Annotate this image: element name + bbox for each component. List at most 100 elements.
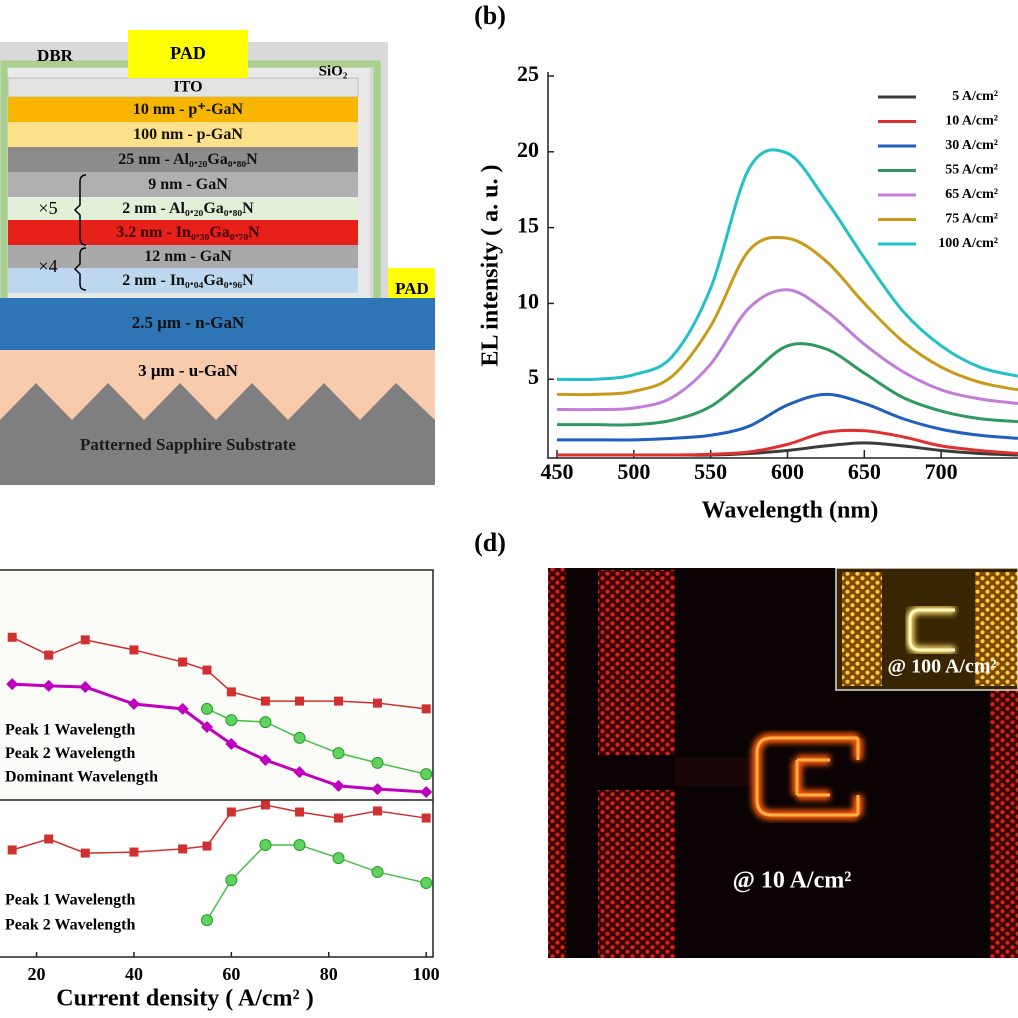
u-gan-layer — [0, 350, 435, 420]
layer — [8, 122, 358, 147]
marker — [178, 844, 188, 854]
layer — [8, 197, 358, 220]
marker — [226, 687, 236, 697]
photo-label: @ 10 A/cm² — [733, 868, 852, 894]
n-gan-layer — [0, 298, 435, 350]
x-tick-label: 60 — [222, 964, 240, 984]
plot-area — [0, 571, 432, 799]
legend-label: Peak 1 Wavelength — [5, 722, 135, 739]
series-line — [12, 682, 427, 794]
marker — [7, 845, 17, 855]
x-tick-label: 500 — [617, 459, 650, 484]
marker — [293, 839, 306, 852]
pad — [128, 30, 248, 78]
y-tick-label: 20 — [517, 137, 539, 162]
marker — [201, 702, 214, 715]
marker — [420, 768, 433, 781]
marker — [371, 756, 384, 769]
y-axis-label: EL intensity ( a. u. ) — [478, 164, 504, 366]
inset-label: @ 100 A/cm² — [887, 656, 996, 678]
series-line — [11, 636, 427, 710]
marker — [293, 766, 306, 779]
axis — [547, 72, 1018, 459]
layer-label: 9 nm - GaN — [148, 176, 228, 193]
y-tick-label: 5 — [528, 364, 539, 389]
layer — [8, 147, 358, 172]
marker — [259, 716, 272, 729]
x-tick-label: 40 — [125, 964, 143, 984]
series-line — [556, 288, 1018, 412]
marker — [176, 702, 189, 715]
marker — [7, 632, 17, 642]
label: SiO₂ — [319, 63, 348, 79]
marker — [420, 785, 433, 798]
layer-label: 10 nm - p⁺-GaN — [133, 101, 244, 118]
marker — [259, 754, 272, 767]
legend-label: 30 A/cm² — [945, 138, 998, 153]
pad-image — [990, 690, 1018, 958]
y-tick-label: 10 — [517, 288, 539, 313]
x-tick-label: 80 — [320, 964, 338, 984]
x-tick-label: 550 — [694, 459, 727, 484]
x-tick-label: 700 — [925, 459, 958, 484]
brace — [73, 174, 87, 246]
legend-label: 5 A/cm² — [952, 89, 998, 104]
series-line — [556, 428, 1018, 457]
layer — [8, 220, 358, 245]
micrograph: @ 100 A/cm² @ 10 A/cm² — [548, 568, 1018, 958]
label: ITO — [173, 79, 202, 96]
marker — [129, 645, 139, 655]
marker — [293, 731, 306, 744]
y-tick-label: 25 — [517, 61, 539, 86]
layer-label: 12 nm - GaN — [144, 248, 232, 265]
marker — [79, 681, 92, 694]
legend-label: 100 A/cm² — [938, 236, 998, 251]
panel-label: (d) — [474, 528, 506, 557]
marker — [372, 698, 382, 708]
label: ×5 — [38, 198, 57, 218]
x-tick-label: 600 — [771, 459, 804, 484]
x-tick-label: 450 — [541, 459, 574, 484]
series-line — [556, 148, 1018, 382]
label: PAD — [170, 43, 206, 63]
y-tick-label: 15 — [517, 213, 539, 238]
layer — [8, 245, 358, 268]
marker — [44, 834, 54, 844]
layer-label: 2 nm - Al₀.₂₀Ga₀.₈₀N — [122, 200, 254, 217]
marker — [225, 874, 238, 887]
plot-frame — [0, 569, 434, 958]
x-tick-label: 650 — [848, 459, 881, 484]
marker — [42, 679, 55, 692]
legend-label: Peak 2 Wavelength — [5, 917, 135, 934]
legend-label: Dominant Wavelength — [5, 769, 158, 786]
panel-label: (b) — [474, 1, 506, 30]
marker — [260, 696, 270, 706]
led-emission — [908, 608, 955, 652]
sapphire — [0, 383, 435, 485]
layer — [8, 268, 358, 293]
led-emission — [755, 736, 860, 817]
pad — [388, 268, 435, 298]
inset-frame — [835, 568, 1018, 691]
label: 2.5 μm - n-GaN — [132, 313, 245, 332]
series-line — [556, 392, 1018, 442]
layer-label: 2 nm - In₀.₀₄Ga₀.₉₆N — [122, 272, 254, 289]
marker — [44, 650, 54, 660]
marker — [202, 665, 212, 675]
marker — [421, 813, 431, 823]
label: DBR — [37, 46, 74, 65]
marker — [295, 696, 305, 706]
pad-image — [598, 790, 675, 958]
marker — [201, 914, 214, 927]
label: PAD — [395, 279, 429, 298]
marker — [80, 635, 90, 645]
label: ×4 — [38, 256, 57, 276]
legend-label: 10 A/cm² — [945, 114, 998, 129]
marker — [371, 783, 384, 796]
marker — [420, 876, 433, 889]
x-axis-label: Current density ( A/cm² ) — [56, 986, 313, 1012]
legend-label: 55 A/cm² — [945, 163, 998, 178]
marker — [372, 806, 382, 816]
marker — [178, 657, 188, 667]
